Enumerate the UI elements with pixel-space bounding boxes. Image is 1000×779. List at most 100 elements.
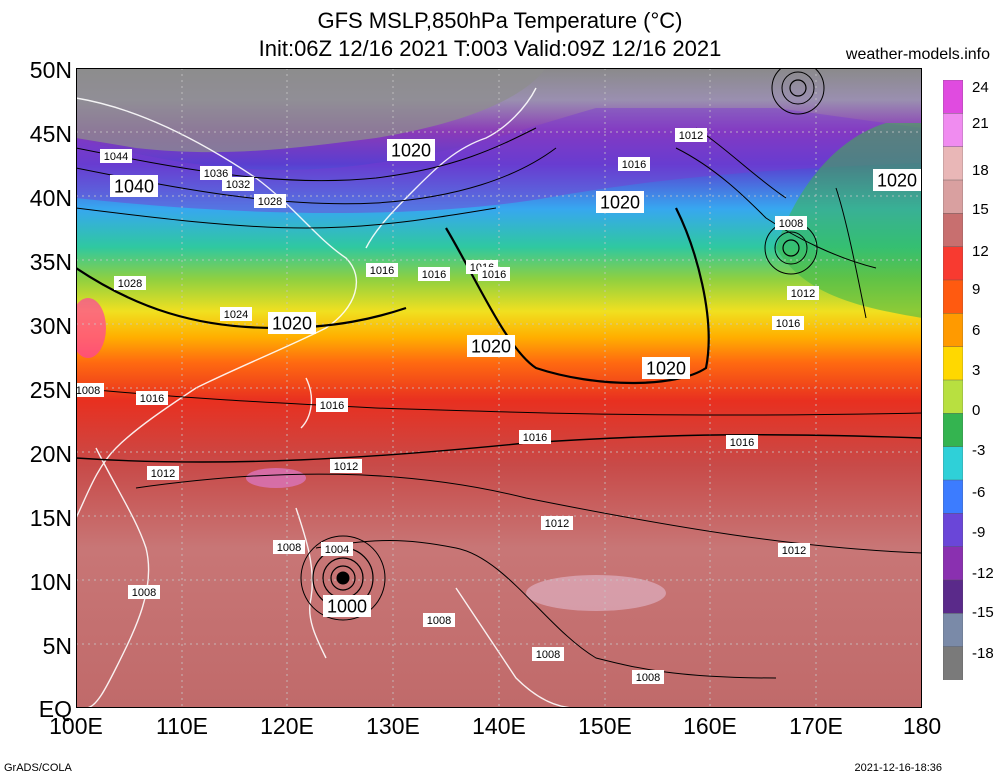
isobar-label: 1004: [321, 542, 353, 556]
isobar-label: 1016: [316, 398, 348, 412]
lon-label: 130E: [366, 713, 420, 739]
lon-label: 150E: [578, 713, 632, 739]
isobar-value: 1020: [272, 313, 312, 333]
isobar-label: 1044: [100, 149, 132, 163]
colorbar-cell: [943, 179, 963, 215]
colorbar-tick: -12: [972, 565, 994, 582]
isobar-label: 1020: [268, 312, 316, 334]
lon-label: 180: [902, 713, 942, 739]
colorbar-tick: 18: [972, 162, 989, 179]
pink-patch: [526, 575, 666, 611]
isobar-label: 1040: [110, 175, 158, 197]
colorbar-cell: [943, 313, 963, 348]
isobar-value: 1020: [600, 192, 640, 212]
isobar-label: 1016: [618, 157, 650, 171]
isobar-value: 1008: [536, 649, 560, 661]
lon-label: 170E: [789, 713, 843, 739]
colorbar-cell: [943, 413, 963, 448]
isobar-value: 1044: [104, 151, 128, 163]
colorbar-tick: -15: [972, 604, 994, 621]
lat-label: EQ: [38, 696, 72, 722]
isobar-value: 1020: [646, 358, 686, 378]
colorbar-tick: 24: [972, 79, 989, 96]
site-credit: weather-models.info: [845, 46, 990, 63]
map-frame: [76, 68, 922, 708]
isobar-label: 1012: [787, 286, 819, 300]
isobar-value: 1020: [471, 336, 511, 356]
low-pressure-center[interactable]: [771, 68, 825, 115]
isobar-label: 1008: [632, 670, 664, 684]
isobar-value: 1016: [320, 400, 344, 412]
lat-label: 30N: [29, 313, 72, 339]
colorbar-cell: [943, 479, 963, 515]
isobar-value: 1020: [877, 170, 917, 190]
isobar-label: 1020: [387, 139, 435, 161]
footer-credit: GrADS/COLA: [4, 762, 72, 774]
isobar-value: 1000: [327, 596, 367, 616]
pink-patch: [246, 468, 306, 488]
isobar-label: 1008: [273, 540, 305, 554]
colorbar-tick: 6: [972, 322, 981, 339]
colorbar-cell: [943, 446, 963, 481]
isobar-value: 1016: [622, 159, 646, 171]
colorbar-cell: [943, 80, 963, 115]
isobar-value: 1020: [391, 140, 431, 160]
isobar-label: 1008: [128, 585, 160, 599]
isobar-value: 1012: [151, 468, 175, 480]
colorbar-cell: [943, 579, 963, 615]
colorbar-cell: [943, 646, 963, 680]
isobar-label: 1016: [772, 316, 804, 330]
isobar-value: 1016: [140, 393, 164, 405]
colorbar-tick: 12: [972, 243, 989, 260]
lon-label: 100E: [49, 713, 103, 739]
isobar-label: 1012: [778, 543, 810, 557]
isobar-value: 1016: [422, 269, 446, 281]
isobar-label: 1016: [366, 263, 398, 277]
isobar-value: 1012: [791, 288, 815, 300]
isobar-label: 1016: [136, 391, 168, 405]
isobar-label: 1020: [873, 169, 921, 191]
colorbar-cell: [943, 279, 963, 315]
colorbar-cell: [943, 346, 963, 381]
isobar-value: 1012: [679, 130, 703, 142]
lat-label: 20N: [29, 441, 72, 467]
colorbar-cell: [943, 213, 963, 248]
isobar-value: 1012: [782, 545, 806, 557]
isobar-value: 1008: [76, 385, 100, 397]
colorbar-tick: 15: [972, 201, 989, 218]
isobar-label: 1032: [222, 177, 254, 191]
isobar-label: 1012: [147, 466, 179, 480]
isobar-value: 1008: [779, 218, 803, 230]
colorbar-tick: -6: [972, 484, 986, 501]
isobar-label: 1008: [423, 613, 455, 627]
colorbar: [943, 80, 963, 680]
colorbar-tick: 9: [972, 281, 981, 298]
isobar-label: 1028: [114, 276, 146, 290]
isobar-label: 1012: [330, 459, 362, 473]
isobar-label: 1008: [76, 383, 104, 397]
colorbar-tick: -18: [972, 645, 994, 662]
isobar-label: 1028: [254, 194, 286, 208]
isobar-value: 1008: [132, 587, 156, 599]
isobar-label: 1020: [642, 357, 690, 379]
colorbar-cell: [943, 246, 963, 281]
cyclone-center[interactable]: [300, 535, 386, 621]
isobar-value: 1016: [523, 432, 547, 444]
isobar-label: 1036: [200, 166, 232, 180]
colorbar-cell: [943, 513, 963, 548]
colorbar-cell: [943, 146, 963, 181]
isobar-label: 1000: [323, 595, 371, 617]
isobar-label: 1008: [532, 647, 564, 661]
isobar-value: 1008: [427, 615, 451, 627]
isobar-value: 1028: [118, 278, 142, 290]
isobar-label: 1016: [418, 267, 450, 281]
colorbar-tick: -3: [972, 442, 986, 459]
lat-label: 5N: [42, 633, 72, 659]
lat-label: 15N: [29, 505, 72, 531]
hot-spot: [76, 298, 106, 358]
isobar-value: 1016: [776, 318, 800, 330]
graticule: [76, 68, 922, 708]
lat-label: 40N: [29, 185, 72, 211]
